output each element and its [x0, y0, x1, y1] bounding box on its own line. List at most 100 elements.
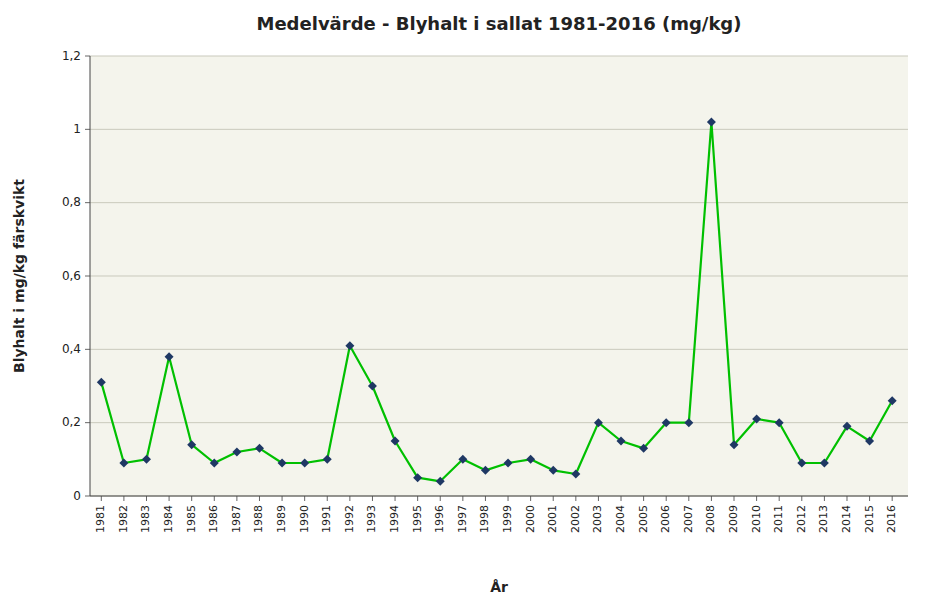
plot-area — [90, 56, 908, 496]
x-axis: 1981198219831984198519861987198819891990… — [94, 496, 898, 533]
marker — [842, 422, 851, 431]
tick-label: 1983 — [139, 505, 152, 533]
tick-label: 1999 — [501, 505, 514, 533]
title: Medelvärde - Blyhalt i sallat 1981-2016 … — [257, 13, 742, 34]
tick-mark — [666, 496, 667, 501]
tick-mark — [756, 496, 757, 501]
tick-label: 2014 — [840, 505, 853, 533]
tick-mark — [169, 496, 170, 501]
line — [101, 122, 892, 481]
tick-mark — [462, 496, 463, 501]
tick-mark — [85, 276, 90, 277]
tick-label: 2006 — [659, 505, 672, 533]
tick-label: 2005 — [637, 505, 650, 533]
tick-label: 1991 — [320, 505, 333, 533]
tick-label: 2000 — [524, 505, 537, 533]
tick-mark — [101, 496, 102, 501]
tick-label: 1998 — [478, 505, 491, 533]
y-axis: 00,20,40,60,811,2 — [62, 49, 908, 503]
tick-mark — [349, 496, 350, 501]
tick-label: 2013 — [817, 505, 830, 533]
tick-mark — [85, 496, 90, 497]
marker — [210, 459, 219, 468]
marker — [391, 437, 400, 446]
marker — [549, 466, 558, 475]
tick-mark — [530, 496, 531, 501]
marker — [481, 466, 490, 475]
marker — [617, 437, 626, 446]
tick-mark — [395, 496, 396, 501]
tick-label: 1992 — [343, 505, 356, 533]
marker — [662, 418, 671, 427]
tick-mark — [85, 349, 90, 350]
tick-mark — [282, 496, 283, 501]
marker — [278, 459, 287, 468]
tick-mark — [553, 496, 554, 501]
marker — [368, 382, 377, 391]
marker — [820, 459, 829, 468]
tick-label: 2012 — [795, 505, 808, 533]
tick-mark — [304, 496, 305, 501]
tick-label: 2011 — [772, 505, 785, 533]
marker — [526, 455, 535, 464]
tick-mark — [598, 496, 599, 501]
marker — [707, 118, 716, 127]
tick-label: 1986 — [207, 505, 220, 533]
tick-mark — [327, 496, 328, 501]
tick-label: 2016 — [885, 505, 898, 533]
y-axis-label: Blyhalt i mg/kg färskvikt — [11, 179, 27, 373]
tick-mark — [214, 496, 215, 501]
marker — [684, 418, 693, 427]
tick-mark — [85, 422, 90, 423]
tick-mark — [146, 496, 147, 501]
tick-mark — [485, 496, 486, 501]
tick-label: 1981 — [94, 505, 107, 533]
tick-label: 0,6 — [62, 269, 81, 283]
x-axis-line — [90, 496, 908, 497]
tick-mark — [575, 496, 576, 501]
tick-label: 2001 — [546, 505, 559, 533]
marker — [504, 459, 513, 468]
tick-label: 2015 — [863, 505, 876, 533]
marker — [730, 440, 739, 449]
marker — [571, 470, 580, 479]
tick-mark — [734, 496, 735, 501]
marker — [119, 459, 128, 468]
tick-label: 1 — [73, 122, 81, 136]
tick-label: 1997 — [456, 505, 469, 533]
tick-mark — [824, 496, 825, 501]
tick-label: 1989 — [275, 505, 288, 533]
grid-line — [90, 202, 908, 203]
tick-mark — [508, 496, 509, 501]
marker — [345, 341, 354, 350]
marker — [797, 459, 806, 468]
marker — [888, 396, 897, 405]
marker — [639, 444, 648, 453]
tick-label: 1,2 — [62, 49, 81, 63]
marker — [436, 477, 445, 486]
tick-mark — [191, 496, 192, 501]
tick-label: 0 — [73, 489, 81, 503]
tick-label: 1985 — [185, 505, 198, 533]
grid-line — [90, 349, 908, 350]
marker — [187, 440, 196, 449]
marker — [232, 448, 241, 457]
tick-label: 1995 — [411, 505, 424, 533]
tick-mark — [801, 496, 802, 501]
tick-mark — [688, 496, 689, 501]
tick-label: 2008 — [704, 505, 717, 533]
tick-mark — [85, 129, 90, 130]
tick-label: 2009 — [727, 505, 740, 533]
marker — [594, 418, 603, 427]
series — [97, 118, 897, 486]
tick-mark — [846, 496, 847, 501]
tick-label: 1994 — [388, 505, 401, 533]
tick-label: 1990 — [298, 505, 311, 533]
tick-label: 1988 — [252, 505, 265, 533]
tick-mark — [123, 496, 124, 501]
tick-mark — [711, 496, 712, 501]
tick-label: 2002 — [569, 505, 582, 533]
tick-label: 1982 — [117, 505, 130, 533]
tick-label: 1993 — [365, 505, 378, 533]
tick-label: 2004 — [614, 505, 627, 533]
